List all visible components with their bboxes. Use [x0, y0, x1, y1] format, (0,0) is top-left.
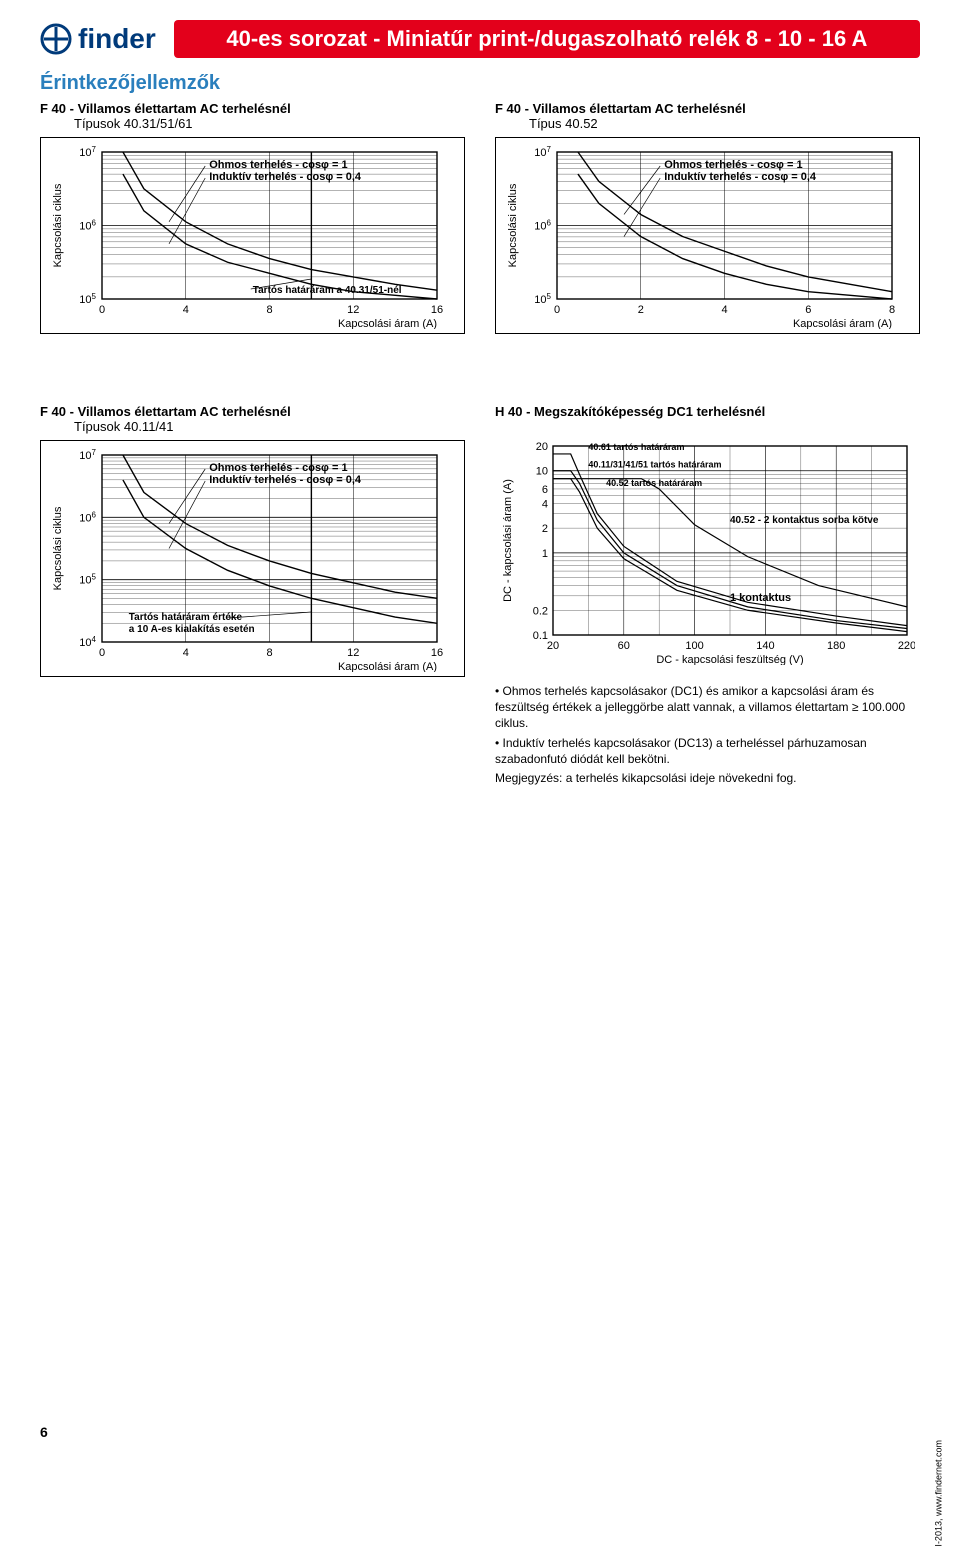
svg-text:a 10 A-es kialakítás esetén: a 10 A-es kialakítás esetén — [129, 624, 255, 635]
svg-text:DC - kapcsolási áram (A): DC - kapcsolási áram (A) — [502, 479, 514, 602]
svg-text:12: 12 — [347, 647, 359, 659]
svg-text:106: 106 — [79, 218, 96, 233]
svg-text:Tartós határáram értéke: Tartós határáram értéke — [129, 612, 243, 623]
svg-text:Induktív terhelés - cosφ = 0,4: Induktív terhelés - cosφ = 0,4 — [664, 171, 817, 183]
svg-text:0: 0 — [554, 304, 560, 316]
svg-text:2: 2 — [542, 523, 548, 535]
svg-text:12: 12 — [347, 304, 359, 316]
svg-text:40.11/31/41/51 tartós határára: 40.11/31/41/51 tartós határáram — [588, 459, 721, 469]
svg-text:107: 107 — [534, 145, 551, 160]
chart4-sub — [495, 419, 920, 434]
svg-text:Tartós határáram a 40.31/51-né: Tartós határáram a 40.31/51-nél — [253, 285, 402, 296]
svg-text:Ohmos terhelés - cosφ = 1: Ohmos terhelés - cosφ = 1 — [664, 159, 802, 171]
svg-text:140: 140 — [756, 640, 774, 652]
svg-text:107: 107 — [79, 145, 96, 160]
svg-text:16: 16 — [431, 304, 443, 316]
note-2: • Induktív terhelés kapcsolásakor (DC13)… — [495, 735, 920, 767]
brand-logo: finder — [40, 23, 156, 55]
chart3-heading: F 40 - Villamos élettartam AC terhelésné… — [40, 404, 465, 419]
svg-text:20: 20 — [547, 640, 559, 652]
svg-text:60: 60 — [618, 640, 630, 652]
svg-text:40.52 tartós határáram: 40.52 tartós határáram — [606, 478, 702, 488]
svg-text:0.2: 0.2 — [533, 605, 548, 617]
svg-text:8: 8 — [266, 304, 272, 316]
svg-text:Kapcsolási ciklus: Kapcsolási ciklus — [507, 183, 519, 267]
svg-text:16: 16 — [431, 647, 443, 659]
svg-text:Kapcsolási áram (A): Kapcsolási áram (A) — [338, 661, 437, 672]
brand-text: finder — [78, 23, 156, 55]
page-header: finder 40-es sorozat - Miniatűr print-/d… — [40, 20, 920, 58]
svg-text:Ohmos terhelés - cosφ = 1: Ohmos terhelés - cosφ = 1 — [209, 159, 347, 171]
svg-text:1 kontaktus: 1 kontaktus — [730, 592, 791, 604]
chart2-heading: F 40 - Villamos élettartam AC terhelésné… — [495, 101, 920, 116]
page-title-bar: 40-es sorozat - Miniatűr print-/dugaszol… — [174, 20, 920, 58]
svg-text:0: 0 — [99, 647, 105, 659]
svg-text:105: 105 — [79, 572, 96, 587]
svg-text:0.1: 0.1 — [533, 630, 548, 642]
chart1: 0 4 8 12 16 105 106 107 Kapcsolási ciklus Kapcsol… — [40, 137, 465, 334]
chart1-sub: Típusok 40.31/51/61 — [40, 116, 465, 131]
svg-text:6: 6 — [805, 304, 811, 316]
svg-text:4: 4 — [721, 304, 727, 316]
svg-text:106: 106 — [79, 510, 96, 524]
section-title: Érintkezőjellemzők — [40, 72, 920, 95]
chart4: 20 60 100 140 180 220 0.1 0.2 1 2 4 6 10 20 DC - kapcs… — [495, 440, 920, 665]
svg-text:6: 6 — [542, 484, 548, 496]
svg-text:105: 105 — [534, 292, 551, 307]
svg-text:DC - kapcsolási feszültség (V): DC - kapcsolási feszültség (V) — [656, 654, 803, 665]
svg-text:40.61 tartós határáram: 40.61 tartós határáram — [588, 442, 684, 452]
svg-text:20: 20 — [536, 441, 548, 453]
chart3: 0 4 8 12 16 104 105 106 107 Kapcsolási ciklus Kapc… — [40, 440, 465, 677]
svg-text:Kapcsolási ciklus: Kapcsolási ciklus — [52, 183, 64, 267]
chart4-heading: H 40 - Megszakítóképesség DC1 terhelésné… — [495, 404, 920, 419]
svg-text:220: 220 — [898, 640, 915, 652]
svg-text:Ohmos terhelés - cosφ = 1: Ohmos terhelés - cosφ = 1 — [209, 462, 347, 474]
svg-text:8: 8 — [889, 304, 895, 316]
svg-text:8: 8 — [266, 647, 272, 659]
svg-text:2: 2 — [638, 304, 644, 316]
svg-text:10: 10 — [536, 466, 548, 478]
chart3-sub: Típusok 40.11/41 — [40, 419, 465, 434]
svg-text:Kapcsolási áram (A): Kapcsolási áram (A) — [338, 318, 437, 329]
svg-text:104: 104 — [79, 635, 96, 650]
svg-text:180: 180 — [827, 640, 845, 652]
svg-text:4: 4 — [183, 647, 189, 659]
page-number: 6 — [40, 1424, 48, 1440]
svg-text:107: 107 — [79, 448, 96, 463]
svg-text:Induktív terhelés - cosφ = 0,4: Induktív terhelés - cosφ = 0,4 — [209, 171, 362, 183]
svg-text:4: 4 — [542, 498, 548, 510]
chart2: 0 2 4 6 8 105 106 107 Kapcsolási ciklus Kapcsolás… — [495, 137, 920, 334]
svg-text:0: 0 — [99, 304, 105, 316]
notes: • Ohmos terhelés kapcsolásakor (DC1) és … — [495, 683, 920, 786]
svg-text:100: 100 — [685, 640, 703, 652]
svg-text:105: 105 — [79, 292, 96, 307]
svg-text:1: 1 — [542, 548, 548, 560]
svg-text:106: 106 — [534, 218, 551, 233]
finder-logo-icon — [40, 23, 72, 55]
chart1-heading: F 40 - Villamos élettartam AC terhelésné… — [40, 101, 465, 116]
svg-text:4: 4 — [183, 304, 189, 316]
svg-text:Kapcsolási ciklus: Kapcsolási ciklus — [52, 506, 64, 590]
note-3: Megjegyzés: a terhelés kikapcsolási idej… — [495, 770, 920, 786]
svg-text:40.52 - 2 kontaktus sorba kötv: 40.52 - 2 kontaktus sorba kötve — [730, 515, 879, 526]
svg-text:Induktív terhelés - cosφ = 0,4: Induktív terhelés - cosφ = 0,4 — [209, 474, 362, 486]
chart2-sub: Típus 40.52 — [495, 116, 920, 131]
note-1: • Ohmos terhelés kapcsolásakor (DC1) és … — [495, 683, 920, 732]
svg-text:Kapcsolási áram (A): Kapcsolási áram (A) — [793, 318, 892, 329]
